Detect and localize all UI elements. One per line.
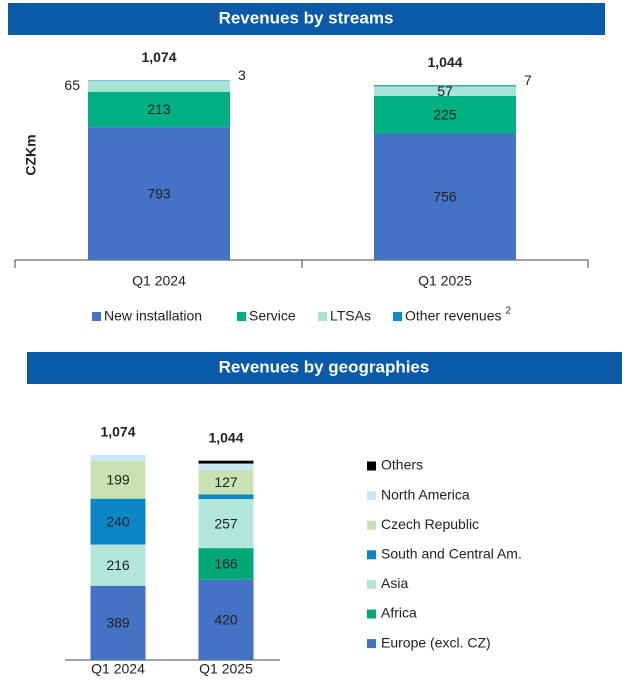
chart-title: Revenues by streams (219, 8, 394, 27)
bar-segment (90, 498, 146, 545)
data-label: 65 (64, 77, 80, 93)
y-axis-label: CZKm (23, 134, 39, 175)
x-tick-label: Q1 2024 (91, 661, 145, 677)
data-label: 257 (214, 515, 238, 531)
bar-segment (198, 463, 254, 471)
bar-segment (198, 548, 254, 580)
legend-swatch (367, 579, 376, 589)
bar-segment (374, 133, 516, 260)
bar-segment (88, 127, 230, 261)
legend-label: Czech Republic (381, 516, 479, 532)
data-label: 127 (214, 474, 238, 490)
data-label: 793 (147, 185, 171, 201)
bar-segment (374, 95, 516, 134)
bar-segment (90, 544, 146, 586)
header-bar (8, 3, 605, 35)
bar-segment (90, 585, 146, 660)
legend-label: LTSAs (330, 308, 371, 324)
bar-segment (198, 460, 254, 464)
x-tick-label: Q1 2024 (132, 273, 186, 289)
data-label: 199 (106, 471, 130, 487)
data-label: 3 (238, 67, 246, 83)
legend-swatch (237, 312, 246, 321)
data-label: 756 (433, 188, 457, 204)
total-label: 1,044 (208, 429, 243, 445)
legend-label: Europe (excl. CZ) (381, 634, 491, 650)
legend-label: New installation (104, 308, 202, 324)
bar-segment (88, 80, 230, 92)
data-label: 389 (106, 615, 130, 631)
legend-label: Africa (381, 605, 417, 621)
data-label: 216 (106, 557, 130, 573)
chart-title: Revenues by geographies (219, 357, 430, 376)
bar-segment (88, 80, 230, 81)
bar-segment (90, 460, 146, 499)
bar-segment (90, 454, 146, 461)
legend-label: North America (381, 486, 470, 502)
bar-segment (88, 91, 230, 128)
total-label: 1,074 (141, 49, 176, 65)
total-label: 1,074 (100, 424, 135, 440)
legend-swatch (367, 491, 376, 501)
legend-label: Others (381, 457, 423, 473)
bar-segment (374, 85, 516, 87)
data-label: 225 (433, 106, 457, 122)
bar-segment (198, 470, 254, 495)
legend-swatch (367, 550, 376, 560)
data-label: 166 (214, 556, 238, 572)
x-tick-label: Q1 2025 (199, 661, 253, 677)
data-label: 420 (214, 612, 238, 628)
legend-swatch (367, 520, 376, 530)
legend-swatch (393, 312, 402, 321)
legend-label: Service (249, 308, 296, 324)
legend-label: South and Central Am. (381, 546, 522, 562)
legend-swatch (367, 639, 376, 649)
header-bar (27, 352, 622, 384)
data-label: 240 (106, 513, 130, 529)
legend-swatch (367, 609, 376, 619)
legend-label: Other revenues (405, 308, 502, 324)
bar-segment (374, 86, 516, 96)
legend-swatch (318, 312, 327, 321)
data-label: 7 (524, 72, 532, 88)
total-label: 1,044 (427, 54, 462, 70)
legend-label: Asia (381, 575, 408, 591)
legend-footnote: 2 (506, 306, 512, 317)
bar-segment (198, 499, 254, 549)
bar-segment (198, 579, 254, 660)
x-tick-label: Q1 2025 (418, 273, 472, 289)
legend-swatch (367, 461, 376, 471)
bar-segment (198, 494, 254, 500)
data-label: 213 (147, 101, 171, 117)
legend-swatch (92, 312, 101, 321)
data-label: 57 (437, 83, 453, 99)
